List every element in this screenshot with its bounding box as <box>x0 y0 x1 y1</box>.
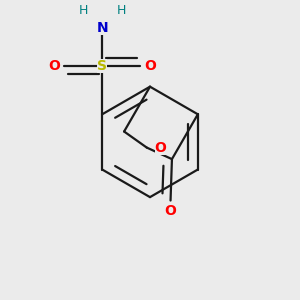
Text: O: O <box>154 141 166 154</box>
Text: S: S <box>97 59 107 73</box>
Text: O: O <box>48 59 60 73</box>
Text: H: H <box>79 4 88 17</box>
Text: N: N <box>96 21 108 35</box>
Text: O: O <box>145 59 156 73</box>
Text: O: O <box>165 204 176 218</box>
Text: H: H <box>116 4 126 17</box>
